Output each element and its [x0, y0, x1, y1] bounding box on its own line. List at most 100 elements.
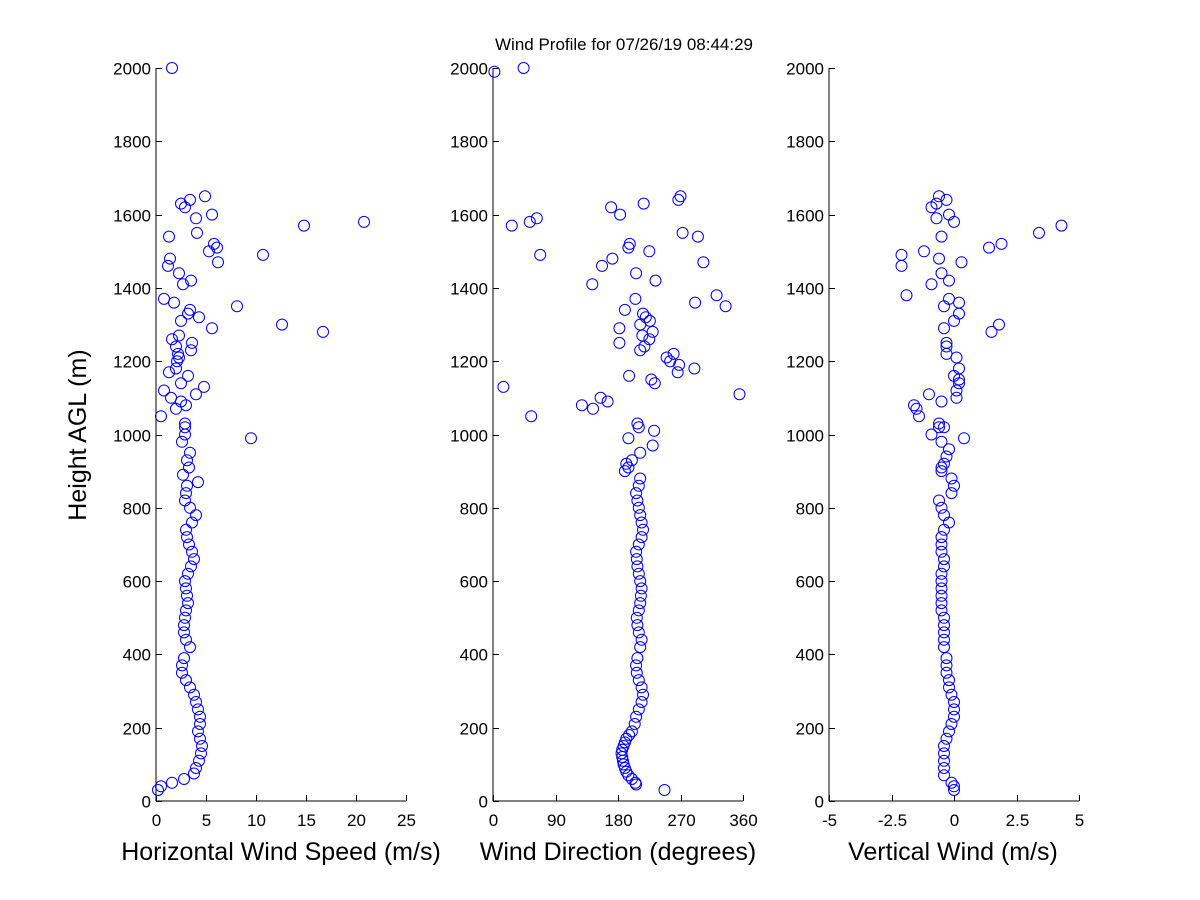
data-point [182, 597, 194, 610]
data-point [158, 384, 170, 397]
xlabel-wind-direction: Wind Direction (degrees) [480, 838, 757, 866]
data-point [634, 446, 647, 459]
data-point [948, 703, 960, 716]
y-tick-label: 1800 [113, 133, 151, 152]
xlabel-horizontal-wind-speed: Horizontal Wind Speed (m/s) [121, 838, 441, 866]
data-point [188, 688, 200, 701]
data-point [637, 307, 649, 320]
data-point [632, 567, 645, 580]
data-point [155, 780, 167, 793]
y-tick-label: 1000 [450, 427, 488, 446]
data-point [152, 784, 164, 796]
data-point [193, 311, 205, 324]
y-tick-label: 800 [123, 500, 151, 519]
y-tick-label: 2000 [786, 60, 824, 79]
data-point [635, 582, 648, 595]
data-point [940, 652, 953, 665]
data-point [672, 193, 685, 206]
data-point [689, 296, 702, 309]
data-point [179, 611, 191, 624]
data-point [645, 373, 658, 386]
y-tick-label: 400 [796, 646, 824, 665]
data-point [623, 369, 636, 382]
data-point [935, 435, 948, 448]
data-point [923, 388, 935, 401]
x-tick-label: -5 [822, 811, 837, 830]
data-point [643, 333, 656, 346]
data-point [688, 362, 701, 375]
data-point [175, 314, 187, 327]
x-tick-label: 5 [202, 811, 211, 830]
data-point [180, 604, 192, 617]
data-point [613, 336, 626, 349]
data-point [943, 443, 955, 456]
data-point [625, 725, 638, 738]
data-point [935, 461, 948, 474]
data-point [948, 215, 960, 228]
data-point [958, 432, 970, 445]
data-point [940, 336, 953, 349]
data-point [938, 641, 950, 654]
data-point [170, 402, 182, 415]
data-point [630, 553, 643, 566]
data-point [634, 344, 647, 357]
data-point [940, 450, 953, 463]
data-point [175, 377, 187, 390]
data-point [623, 729, 636, 741]
data-point [176, 666, 188, 679]
data-point [938, 626, 950, 639]
data-point [948, 696, 960, 708]
data-point [671, 366, 684, 379]
data-point [733, 388, 746, 401]
data-point [179, 417, 191, 430]
data-point [618, 465, 631, 478]
y-tick-label: 0 [479, 793, 488, 812]
data-point [925, 278, 938, 291]
data-point [948, 479, 960, 492]
data-point [913, 410, 925, 423]
data-point [178, 652, 190, 665]
data-point [180, 674, 192, 687]
data-point [173, 329, 185, 342]
x-tick-label: 360 [729, 811, 757, 830]
data-point [646, 439, 659, 452]
data-point [630, 545, 643, 558]
data-point [935, 531, 948, 544]
data-point [166, 333, 178, 346]
data-point [178, 626, 190, 639]
data-point [632, 421, 645, 434]
data-point [630, 666, 643, 679]
data-point [935, 589, 948, 602]
y-tick-label: 1800 [786, 133, 824, 152]
data-point [648, 424, 661, 437]
data-point [676, 226, 689, 239]
data-point [517, 62, 530, 74]
data-point [953, 296, 965, 309]
data-point [629, 776, 642, 789]
data-point [195, 747, 207, 760]
data-point [938, 611, 950, 624]
data-point [636, 329, 649, 342]
data-point [985, 325, 998, 338]
data-point [630, 710, 643, 723]
data-point [933, 421, 945, 434]
ylabel-height-agl: Height AGL (m) [64, 349, 92, 520]
panel-horizontal-wind-speed: 0 200 400 600 800 1000 1200 1400 1600 1800 2000 0 5 1… [64, 60, 441, 867]
data-point [938, 553, 950, 566]
data-point [943, 292, 955, 305]
data-point [185, 560, 197, 573]
plot-area-horizontal-wind-speed: 0 200 400 600 800 1000 1200 1400 1600 1800 2000 0 5 1… [113, 60, 416, 831]
data-point [895, 259, 908, 272]
data-point [935, 597, 948, 610]
data-point [206, 208, 218, 221]
y-tick-label: 600 [123, 573, 151, 592]
data-point [184, 681, 196, 694]
data-point [298, 219, 310, 232]
data-point [935, 575, 948, 588]
y-tick-label: 1800 [450, 133, 488, 152]
data-point [938, 560, 950, 573]
data-point [938, 457, 950, 470]
y-tick-label: 1000 [786, 427, 824, 446]
y-tick-label: 1200 [113, 353, 151, 372]
